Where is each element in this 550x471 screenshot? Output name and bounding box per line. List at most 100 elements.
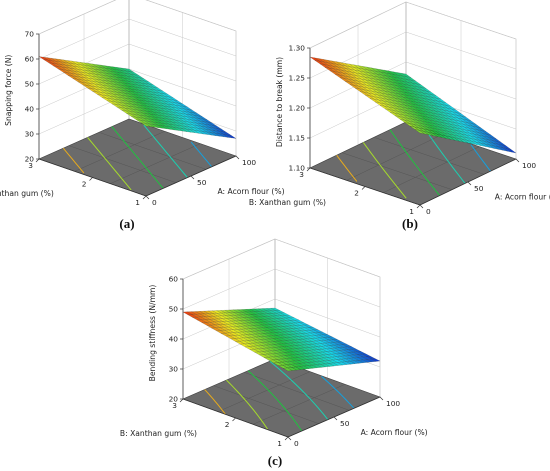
floor-gridline (383, 146, 480, 193)
floor-contour (425, 130, 466, 184)
floor-contour (87, 137, 132, 191)
z-tick-label: 1.15 (289, 134, 306, 143)
y-tick-mark (89, 177, 93, 181)
x-tick-mark (145, 195, 150, 200)
y-axis-title: B: Xanthan gum (%) (0, 189, 54, 198)
x-tick-mark (235, 155, 240, 160)
y-axis-title: B: Xanthan gum (%) (120, 429, 197, 438)
x-tick-label: 0 (294, 439, 299, 448)
z-tick-label: 60 (169, 275, 179, 284)
y-tick-label: 3 (299, 170, 304, 179)
surface-plot-c: 20 30 40 50 60 0 50 100 1 2 3 A: Acorn flour (%) B: … (120, 238, 428, 449)
floor-contour (321, 376, 355, 409)
floor-contour (204, 389, 226, 415)
floor-contour (470, 144, 491, 172)
z-tick-label: 60 (25, 55, 35, 64)
z-tick-label: 1.10 (289, 164, 306, 173)
z-tick-label: 50 (169, 305, 179, 314)
surface-mesh (309, 56, 517, 154)
y-tick-label: 1 (409, 207, 414, 216)
floor-contour (269, 360, 329, 420)
x-tick-mark (379, 396, 384, 401)
y-tick-label: 1 (135, 198, 140, 207)
floor-contour (362, 142, 407, 199)
panel-label-b: (b) (402, 216, 418, 231)
z-axis-title: Bending stiffness (N/mm) (148, 285, 157, 382)
y-tick-label: 3 (172, 401, 177, 410)
x-axis-title: A: Acorn flour (%) (218, 187, 285, 196)
x-tick-mark (333, 416, 338, 421)
z-gridline (38, 0, 237, 35)
x-tick-mark (515, 158, 520, 163)
x-tick-label: 0 (426, 207, 431, 216)
y-tick-mark (416, 204, 421, 209)
axes: 1.10 1.15 1.20 1.25 1.30 0 50 100 1 2 3 A: Acorn fl… (249, 44, 550, 217)
x-tick-mark (190, 175, 195, 180)
floor-gridline (346, 134, 443, 181)
z-gridline (38, 18, 237, 60)
y-tick-mark (232, 417, 236, 422)
x-tick-mark (287, 436, 292, 441)
x-tick-label: 50 (474, 184, 484, 193)
y-tick-mark (361, 186, 366, 190)
z-gridline (309, 1, 517, 49)
z-tick-label: 1.25 (289, 74, 306, 83)
x-tick-label: 100 (242, 158, 256, 167)
surface-mesh (182, 307, 381, 372)
y-tick-label: 2 (354, 189, 359, 198)
y-tick-mark (35, 158, 40, 163)
z-tick-label: 30 (169, 365, 179, 374)
floor-gridline (74, 131, 165, 172)
x-tick-label: 100 (386, 399, 400, 408)
floor-gridline (217, 371, 311, 412)
floor (309, 121, 517, 206)
axes: 20 30 40 50 60 70 0 50 100 1 2 3 A: Acorn flour (%) B… (0, 30, 285, 208)
y-tick-label: 2 (82, 180, 87, 189)
z-tick-label: 40 (169, 335, 179, 344)
x-axis-title: A: Acorn flour (%) (361, 428, 428, 437)
floor-contour (336, 154, 358, 182)
floor-gridline (373, 137, 485, 175)
z-gridline (182, 268, 381, 310)
z-tick-label: 1.20 (289, 104, 306, 113)
y-tick-mark (179, 398, 184, 403)
floor-contour (111, 126, 164, 189)
surface-cell (414, 129, 425, 135)
x-axis-title: A: Acorn flour (%) (495, 193, 550, 202)
surface-cell (282, 367, 293, 372)
y-tick-mark (306, 167, 311, 172)
floor-contour (62, 147, 85, 174)
floor-contour (226, 379, 269, 430)
floor-gridline (213, 385, 319, 424)
z-axis-title: Distance to break (mm) (275, 57, 284, 147)
x-tick-label: 50 (340, 419, 350, 428)
surface-cell (141, 122, 151, 127)
floor-gridline (98, 132, 207, 170)
y-tick-label: 2 (225, 420, 230, 429)
x-tick-label: 100 (522, 161, 536, 170)
floor (182, 358, 381, 438)
z-tick-label: 50 (25, 80, 35, 89)
panel-label-c: (c) (268, 453, 282, 468)
z-tick-label: 1.30 (289, 44, 306, 53)
axes: 20 30 40 50 60 0 50 100 1 2 3 A: Acorn flour (%) B: … (120, 275, 428, 449)
y-tick-mark (142, 195, 147, 200)
floor-contour (389, 129, 441, 196)
floor-contour (143, 124, 188, 178)
z-tick-label: 20 (25, 155, 35, 164)
z-tick-label: 30 (25, 130, 35, 139)
z-tick-label: 20 (169, 395, 179, 404)
z-gridline (182, 238, 381, 280)
panel-label-a: (a) (119, 216, 134, 231)
floor-gridline (244, 372, 350, 411)
x-tick-label: 0 (152, 198, 157, 207)
z-tick-label: 70 (25, 30, 35, 39)
surface-plot-b: 1.10 1.15 1.20 1.25 1.30 0 50 100 1 2 3 A: Acorn fl… (249, 1, 550, 217)
y-tick-mark (284, 436, 289, 441)
floor-gridline (341, 152, 453, 190)
y-axis-title: B: Xanthan gum (%) (249, 198, 326, 207)
z-axis-title: Snapping force (N) (4, 55, 13, 126)
y-tick-label: 3 (28, 161, 33, 170)
floor-gridline (68, 145, 177, 183)
